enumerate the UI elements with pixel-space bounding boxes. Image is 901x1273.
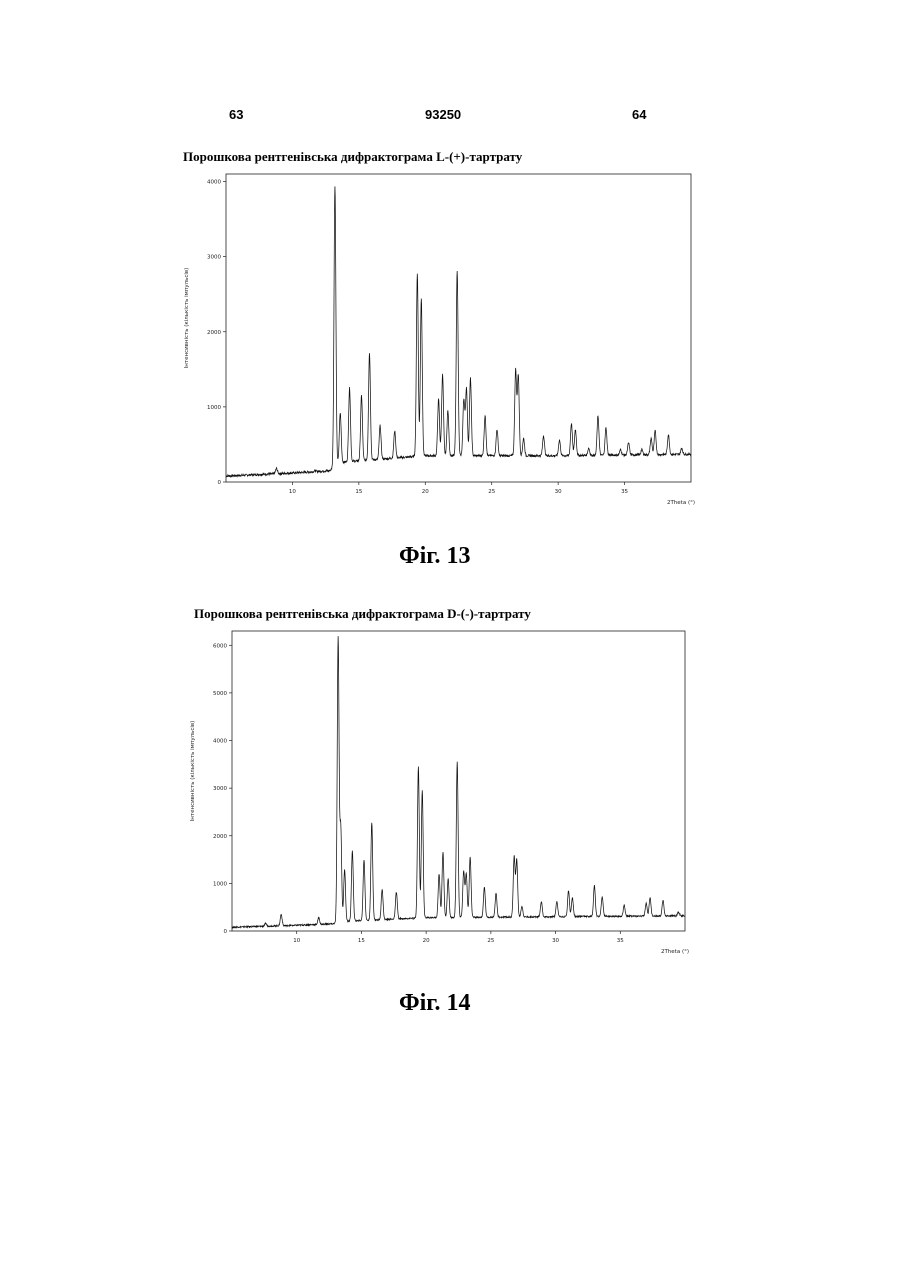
peak-point xyxy=(646,903,647,904)
peak-point xyxy=(568,890,569,891)
diffractogram-chart-d-tartrate: 0 1000 2000 3000 4000 5000 6000 10 15 20 25 30 35 2Th… xyxy=(0,0,901,970)
y-tick-label: 3000 xyxy=(213,786,227,792)
peak-point xyxy=(442,852,443,853)
y-tick-label: 4000 xyxy=(213,739,227,745)
peak-point xyxy=(265,923,266,924)
peak-point xyxy=(448,878,449,879)
peak-point xyxy=(340,826,341,827)
peak-point xyxy=(438,873,439,874)
peak-point xyxy=(602,896,603,897)
peak-point xyxy=(678,911,679,912)
peak-point xyxy=(594,885,595,886)
x-tick-label: 25 xyxy=(487,938,494,944)
peak-point xyxy=(649,897,650,898)
y-tick-label: 1000 xyxy=(213,881,227,887)
peak-point xyxy=(541,901,542,902)
peak-point xyxy=(624,905,625,906)
peak-point xyxy=(281,914,282,915)
peak-point xyxy=(382,888,383,889)
x-axis-label: 2Theta (°) xyxy=(661,949,689,955)
peak-point xyxy=(396,891,397,892)
peak-point xyxy=(662,900,663,901)
peak-point xyxy=(572,897,573,898)
peak-point xyxy=(470,857,471,858)
peak-point xyxy=(363,859,364,860)
peak-point xyxy=(352,850,353,851)
peak-point xyxy=(521,906,522,907)
peak-point xyxy=(418,766,419,767)
peak-point xyxy=(514,856,515,857)
x-tick-label: 30 xyxy=(552,938,559,944)
x-tick-label: 35 xyxy=(617,938,624,944)
peak-point xyxy=(422,790,423,791)
peak-point xyxy=(484,887,485,888)
x-tick-label: 15 xyxy=(358,938,365,944)
peak-point xyxy=(466,873,467,874)
x-tick-label: 10 xyxy=(293,938,300,944)
y-tick-label: 6000 xyxy=(213,643,227,649)
y-tick-label: 5000 xyxy=(213,691,227,697)
diffraction-trace xyxy=(232,636,685,928)
peak-point xyxy=(463,871,464,872)
peak-point xyxy=(495,893,496,894)
y-tick-label: 0 xyxy=(224,929,228,935)
peak-point xyxy=(344,868,345,869)
x-tick-label: 20 xyxy=(423,938,430,944)
y-axis-label: Інтенсивність (кількість імпульсів) xyxy=(190,721,196,822)
peak-point xyxy=(338,638,339,639)
y-tick-label: 2000 xyxy=(213,834,227,840)
peak-point xyxy=(371,822,372,823)
peak-point xyxy=(556,901,557,902)
peak-point xyxy=(318,917,319,918)
peak-point xyxy=(457,761,458,762)
peak-point xyxy=(516,859,517,860)
figure-14-caption: Фіг. 14 xyxy=(399,990,470,1017)
